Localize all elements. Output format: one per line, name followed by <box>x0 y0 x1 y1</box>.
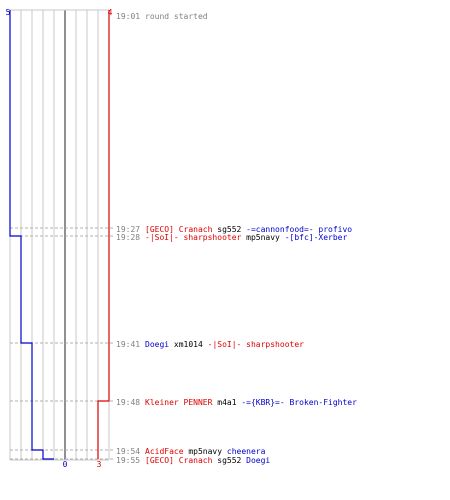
player-name: -={KBR}=- Broken-Fighter <box>241 398 357 407</box>
team-lines <box>9 10 110 460</box>
player-name: cheenera <box>227 447 266 456</box>
weapon-name: xm1014 <box>169 340 208 349</box>
weapon-name: m4a1 <box>212 398 241 407</box>
weapon-name: sg552 <box>212 456 246 465</box>
status-text: round started <box>145 12 208 21</box>
event-time: 19:48 <box>116 398 140 407</box>
player-name: [GECO] Cranach <box>145 456 213 465</box>
weapon-name: mp5navy <box>241 233 284 242</box>
red-end-score: 3 <box>97 460 102 469</box>
event-description: Doegi xm1014 -|SoI|- sharpshooter <box>145 340 304 349</box>
player-name: -|SoI|- sharpshooter <box>145 233 242 242</box>
blue-end-score: 0 <box>63 460 68 469</box>
event-log: 19:01 round started 19:27 [GECO] Cranach sg… <box>116 12 357 465</box>
player-name: AcidFace <box>145 447 184 456</box>
player-name: [GECO] Cranach <box>145 225 213 234</box>
red-start-score: 4 <box>108 8 113 17</box>
event-time: 19:27 <box>116 225 140 234</box>
player-name: -=cannonfood=- profivo <box>246 225 352 234</box>
player-name: Doegi <box>246 456 270 465</box>
weapon-name: sg552 <box>212 225 246 234</box>
event-description: AcidFace mp5navy cheenera <box>145 447 266 456</box>
event-time: 19:01 <box>116 12 140 21</box>
player-name: -|SoI|- sharpshooter <box>208 340 305 349</box>
timeline-grid <box>9 9 114 461</box>
event-description: [GECO] Cranach sg552 -=cannonfood=- prof… <box>145 225 352 234</box>
event-description: round started <box>145 12 208 21</box>
event-time: 19:55 <box>116 456 140 465</box>
blue-start-score: 5 <box>6 8 11 17</box>
event-time: 19:28 <box>116 233 140 242</box>
blue-team-alive-line <box>9 10 54 460</box>
player-name: Kleiner PENNER <box>145 398 213 407</box>
event-time: 19:41 <box>116 340 140 349</box>
player-name: Doegi <box>145 340 169 349</box>
red-team-alive-line <box>97 10 110 459</box>
event-description: Kleiner PENNER m4a1 -={KBR}=- Broken-Fig… <box>145 398 357 407</box>
weapon-name: mp5navy <box>184 447 227 456</box>
event-description: -|SoI|- sharpshooter mp5navy -[bfc]-Xerb… <box>145 233 347 242</box>
event-time: 19:54 <box>116 447 140 456</box>
event-description: [GECO] Cranach sg552 Doegi <box>145 456 270 465</box>
player-name: -[bfc]-Xerber <box>285 233 348 242</box>
